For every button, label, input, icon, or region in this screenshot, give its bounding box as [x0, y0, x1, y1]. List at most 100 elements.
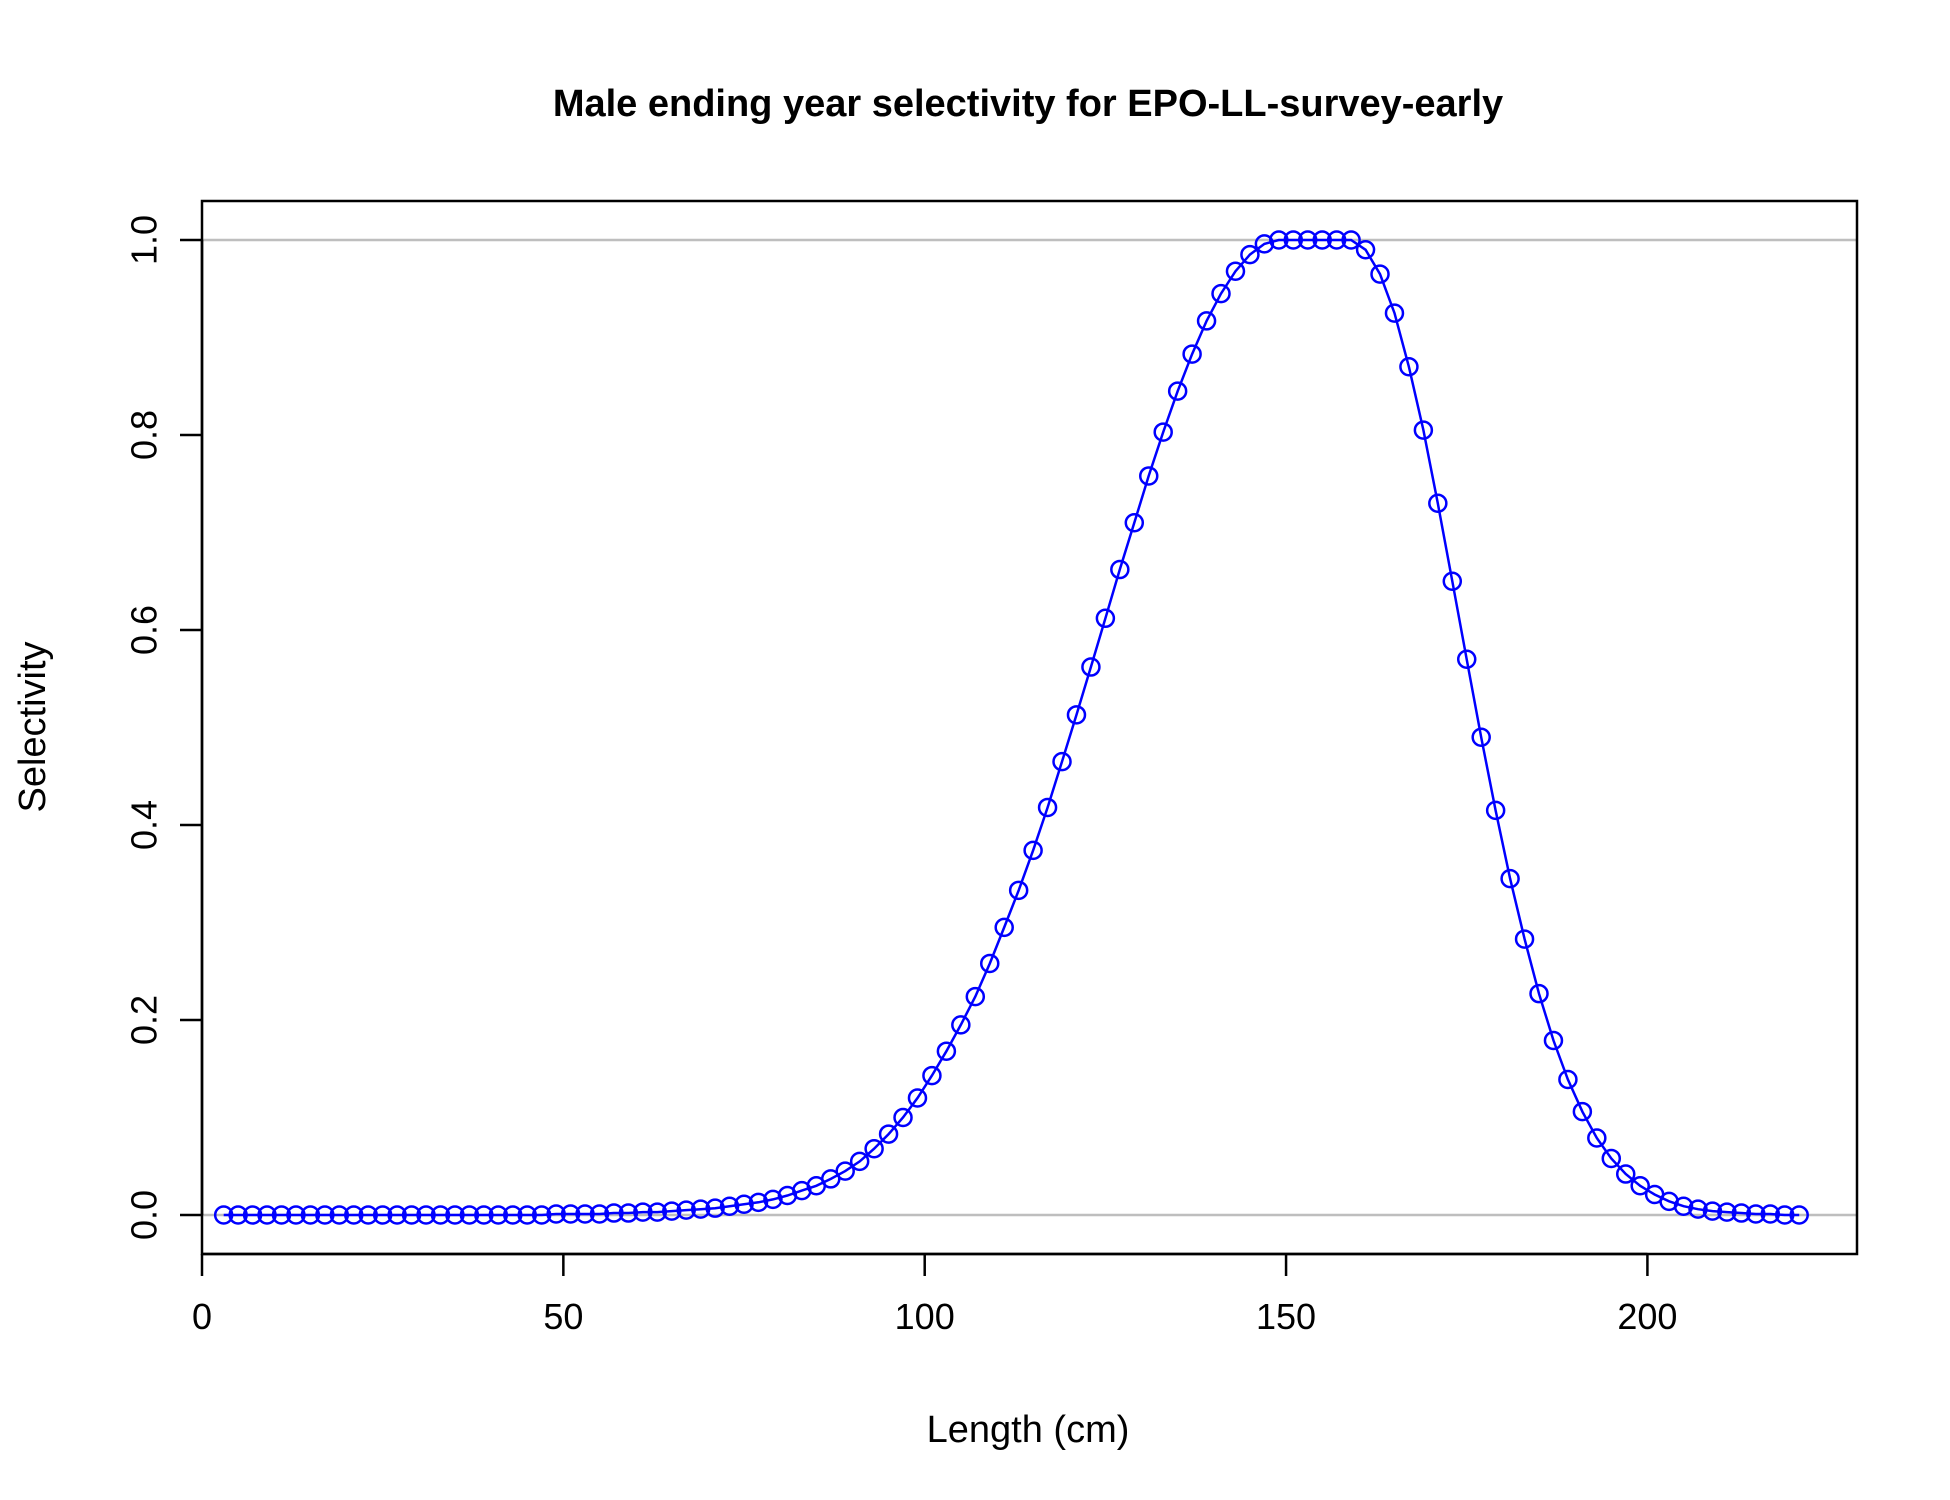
- data-point: [821, 1169, 841, 1189]
- data-point: [1254, 234, 1275, 254]
- data-point: [1485, 800, 1506, 821]
- y-tick-label: 0.0: [124, 1190, 165, 1240]
- data-point: [488, 1205, 509, 1225]
- plot-area-border: [200, 199, 1859, 1256]
- chart-title: Male ending year selectivity for EPO-LL-…: [553, 83, 1503, 125]
- data-point: [372, 1205, 393, 1225]
- data-point: [1355, 240, 1376, 260]
- data-point: [618, 1203, 639, 1223]
- data-point: [344, 1205, 364, 1225]
- data-point: [589, 1204, 610, 1224]
- x-tick-label: 50: [543, 1296, 583, 1337]
- data-point: [662, 1201, 682, 1221]
- data-point: [849, 1151, 870, 1172]
- data-point: [835, 1161, 855, 1181]
- data-point: [1630, 1176, 1650, 1196]
- y-tick-label: 0.2: [124, 995, 165, 1045]
- data-point: [1037, 797, 1058, 818]
- y-axis: 0.0 0.2 0.4 0.6 0.8 1.0: [124, 215, 204, 1240]
- data-point: [1428, 493, 1448, 513]
- data-point: [604, 1203, 624, 1223]
- data-point: [719, 1196, 740, 1216]
- data-point: [329, 1205, 350, 1225]
- data-point: [1774, 1205, 1795, 1225]
- data-point: [430, 1205, 451, 1225]
- data-point: [1587, 1128, 1607, 1148]
- data-point: [1312, 230, 1332, 250]
- data-point: [1326, 230, 1347, 250]
- x-tick-label: 0: [192, 1296, 212, 1337]
- x-axis: 0 50 100 150 200: [192, 1252, 1677, 1337]
- data-point: [560, 1204, 581, 1224]
- x-tick-label: 100: [895, 1296, 955, 1337]
- data-point: [1081, 657, 1101, 677]
- y-tick-label: 0.6: [124, 605, 165, 655]
- data-point: [1456, 649, 1477, 669]
- data-point: [1789, 1205, 1809, 1225]
- x-tick-label: 200: [1617, 1296, 1677, 1337]
- data-point: [459, 1205, 480, 1225]
- data-point: [1023, 840, 1043, 861]
- selectivity-series: [213, 230, 1809, 1225]
- data-point: [893, 1107, 913, 1128]
- data-point: [907, 1088, 928, 1108]
- data-point: [1196, 311, 1217, 331]
- data-point: [300, 1205, 321, 1225]
- data-point: [1673, 1196, 1694, 1216]
- data-point: [1124, 513, 1145, 533]
- data-point: [271, 1205, 292, 1225]
- data-point: [922, 1065, 942, 1086]
- data-point: [531, 1205, 552, 1225]
- data-point: [503, 1205, 523, 1225]
- data-point: [951, 1015, 971, 1035]
- data-point: [1731, 1203, 1752, 1223]
- series-line: [223, 238, 1800, 1217]
- data-point: [1052, 751, 1072, 772]
- data-point: [1688, 1199, 1708, 1219]
- data-point: [1269, 230, 1289, 250]
- data-point: [315, 1205, 335, 1225]
- data-point: [1240, 244, 1260, 265]
- data-point: [936, 1041, 957, 1061]
- data-point: [1702, 1201, 1723, 1221]
- data-point: [1167, 381, 1188, 401]
- data-point: [1717, 1202, 1737, 1222]
- data-point: [1442, 571, 1463, 591]
- data-point: [517, 1205, 537, 1225]
- data-point: [763, 1189, 783, 1210]
- data-point: [1514, 929, 1535, 949]
- data-point: [676, 1200, 696, 1220]
- data-point: [474, 1205, 494, 1225]
- data-point: [734, 1194, 754, 1215]
- data-point: [1095, 608, 1116, 629]
- data-point: [1601, 1148, 1622, 1169]
- data-point: [1558, 1069, 1578, 1090]
- data-point: [980, 953, 1000, 974]
- data-point: [748, 1192, 769, 1213]
- data-point: [575, 1204, 595, 1224]
- data-point: [416, 1205, 436, 1225]
- data-point: [1370, 264, 1390, 284]
- y-tick-label: 0.4: [124, 800, 165, 850]
- data-point: [257, 1205, 277, 1225]
- data-point: [1283, 230, 1304, 250]
- data-point: [994, 917, 1014, 938]
- reference-lines: [202, 238, 1857, 1217]
- data-point: [1760, 1204, 1781, 1224]
- data-point: [864, 1138, 884, 1159]
- data-point: [1138, 466, 1159, 486]
- data-point: [213, 1205, 234, 1225]
- data-point: [1384, 303, 1405, 323]
- data-point: [1211, 283, 1231, 304]
- data-point: [1066, 705, 1087, 725]
- data-point: [1529, 983, 1549, 1004]
- data-point: [1225, 261, 1246, 281]
- x-tick-label: 150: [1256, 1296, 1316, 1337]
- data-point: [1413, 420, 1434, 440]
- y-axis-label: Selectivity: [12, 641, 54, 812]
- data-point: [387, 1205, 407, 1225]
- data-point: [633, 1202, 653, 1222]
- data-point: [1153, 422, 1173, 442]
- data-point: [1110, 559, 1130, 580]
- data-point: [705, 1198, 725, 1218]
